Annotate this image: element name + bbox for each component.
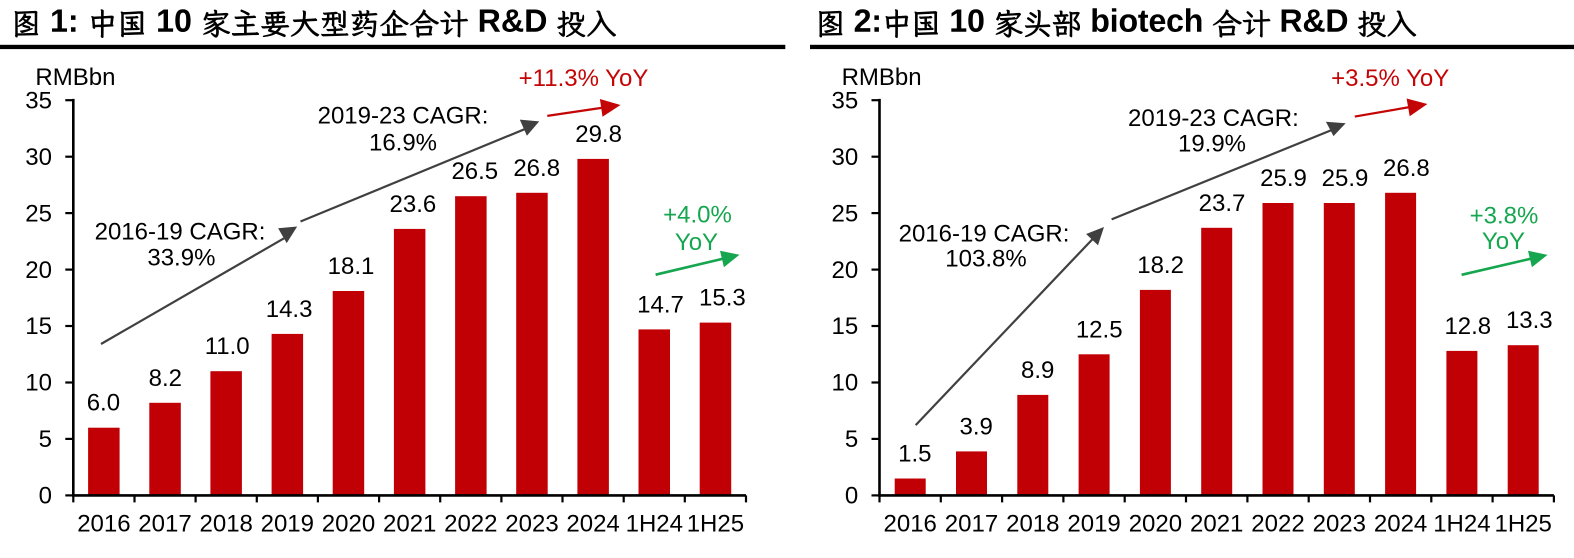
svg-text:2020: 2020 <box>1129 511 1182 538</box>
svg-text:2016: 2016 <box>77 511 130 538</box>
svg-text:+3.5% YoY: +3.5% YoY <box>1331 65 1449 92</box>
svg-text:8.9: 8.9 <box>1021 357 1054 384</box>
svg-text:30: 30 <box>25 144 52 171</box>
svg-text:2017: 2017 <box>945 511 998 538</box>
svg-text:15: 15 <box>25 313 52 340</box>
svg-text:2022: 2022 <box>444 511 497 538</box>
svg-text:2019: 2019 <box>261 511 314 538</box>
svg-text:2021: 2021 <box>383 511 436 538</box>
svg-text:2019-23 CAGR:: 2019-23 CAGR: <box>318 103 489 130</box>
svg-text:14.3: 14.3 <box>266 296 313 323</box>
svg-text:25.9: 25.9 <box>1260 165 1307 192</box>
svg-text:10: 10 <box>25 370 52 397</box>
svg-text:YoY: YoY <box>675 229 718 256</box>
svg-text:11.0: 11.0 <box>205 333 250 360</box>
svg-text:29.8: 29.8 <box>575 121 622 148</box>
svg-text:2023: 2023 <box>505 511 558 538</box>
svg-text:18.1: 18.1 <box>328 253 375 280</box>
svg-text:12.8: 12.8 <box>1444 313 1491 340</box>
svg-text:1H25: 1H25 <box>1495 511 1552 538</box>
svg-text:18.2: 18.2 <box>1137 252 1184 279</box>
svg-text:RMBbn: RMBbn <box>842 64 922 91</box>
svg-text:2019-23 CAGR:: 2019-23 CAGR: <box>1128 105 1299 132</box>
svg-text:2020: 2020 <box>322 511 375 538</box>
svg-text:YoY: YoY <box>1482 228 1525 255</box>
svg-text:0: 0 <box>845 483 858 510</box>
svg-text:2016: 2016 <box>884 511 937 538</box>
svg-text:20: 20 <box>831 257 858 284</box>
svg-text:23.6: 23.6 <box>390 191 437 218</box>
svg-text:15.3: 15.3 <box>699 285 746 312</box>
svg-text:25.9: 25.9 <box>1322 165 1369 192</box>
svg-text:5: 5 <box>39 426 52 453</box>
svg-text:103.8%: 103.8% <box>945 246 1026 273</box>
svg-text:2016-19 CAGR:: 2016-19 CAGR: <box>899 221 1070 248</box>
svg-text:10: 10 <box>831 370 858 397</box>
svg-text:23.7: 23.7 <box>1199 190 1246 217</box>
svg-text:5: 5 <box>845 426 858 453</box>
svg-text:1H24: 1H24 <box>626 511 683 538</box>
svg-text:15: 15 <box>831 313 858 340</box>
svg-text:8.2: 8.2 <box>149 365 182 392</box>
svg-text:2018: 2018 <box>200 511 253 538</box>
svg-text:35: 35 <box>831 87 858 114</box>
svg-text:26.5: 26.5 <box>451 158 498 185</box>
svg-text:2016-19 CAGR:: 2016-19 CAGR: <box>95 218 266 245</box>
svg-text:25: 25 <box>831 200 858 227</box>
svg-text:1.5: 1.5 <box>898 441 931 468</box>
svg-text:3.9: 3.9 <box>960 413 993 440</box>
svg-text:RMBbn: RMBbn <box>35 64 115 91</box>
svg-text:2019: 2019 <box>1067 511 1120 538</box>
svg-text:0: 0 <box>39 483 52 510</box>
svg-text:2018: 2018 <box>1006 511 1059 538</box>
svg-text:30: 30 <box>831 144 858 171</box>
svg-text:6.0: 6.0 <box>87 390 120 417</box>
svg-text:+4.0%: +4.0% <box>663 202 732 229</box>
svg-text:+11.3% YoY: +11.3% YoY <box>519 65 649 92</box>
svg-text:12.5: 12.5 <box>1076 316 1123 343</box>
svg-text:25: 25 <box>25 200 52 227</box>
svg-text:26.8: 26.8 <box>1383 155 1430 182</box>
svg-text:+3.8%: +3.8% <box>1470 203 1539 230</box>
svg-text:2022: 2022 <box>1251 511 1304 538</box>
svg-text:2021: 2021 <box>1190 511 1243 538</box>
svg-text:1H25: 1H25 <box>687 511 744 538</box>
svg-text:2024: 2024 <box>566 511 619 538</box>
svg-text:13.3: 13.3 <box>1506 307 1553 334</box>
svg-text:20: 20 <box>25 257 52 284</box>
svg-text:1H24: 1H24 <box>1433 511 1490 538</box>
svg-text:14.7: 14.7 <box>637 291 684 318</box>
svg-text:33.9%: 33.9% <box>147 244 215 271</box>
svg-text:19.9%: 19.9% <box>1178 131 1246 158</box>
svg-text:2023: 2023 <box>1313 511 1366 538</box>
svg-text:26.8: 26.8 <box>513 155 560 182</box>
svg-text:2024: 2024 <box>1374 511 1427 538</box>
svg-text:16.9%: 16.9% <box>369 129 437 156</box>
svg-text:2017: 2017 <box>138 511 191 538</box>
svg-text:35: 35 <box>25 87 52 114</box>
